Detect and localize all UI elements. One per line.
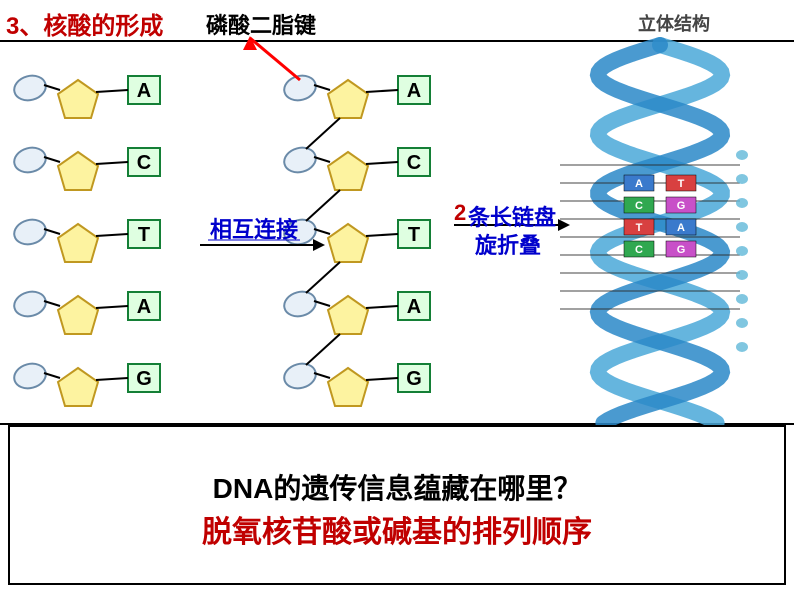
phosphate-icon xyxy=(11,72,48,103)
base-label: A xyxy=(407,80,421,102)
bond-arrow xyxy=(250,38,300,80)
sugar-icon xyxy=(328,152,368,190)
base-label: A xyxy=(407,296,421,318)
phosphate-icon xyxy=(11,144,48,175)
diagram-svg: ACTAGACTAGATCGTACG xyxy=(0,0,794,430)
phosphate-icon xyxy=(281,360,318,391)
double-helix: ATCGTACG xyxy=(560,45,748,423)
svg-text:G: G xyxy=(677,200,686,212)
base-label: T xyxy=(138,224,150,246)
sugar-icon xyxy=(58,224,98,262)
sugar-icon xyxy=(58,296,98,334)
svg-text:G: G xyxy=(677,244,686,256)
chain-label-line2: 旋折叠 xyxy=(475,228,541,260)
sugar-icon xyxy=(58,368,98,406)
base-label: C xyxy=(137,152,151,174)
connect-label: 相互连接 xyxy=(210,212,298,244)
sugar-icon xyxy=(328,224,368,262)
phosphate-icon xyxy=(281,288,318,319)
base-label: C xyxy=(407,152,421,174)
phosphate-icon xyxy=(11,288,48,319)
question-line2: 脱氧核苷酸或碱基的排列顺序 xyxy=(10,507,784,551)
question-box: DNA的遗传信息蕴藏在哪里？ 脱氧核苷酸或碱基的排列顺序 xyxy=(8,425,786,585)
base-label: G xyxy=(406,368,422,390)
question-line1: DNA的遗传信息蕴藏在哪里？ xyxy=(10,467,784,507)
sugar-icon xyxy=(58,80,98,118)
base-label: T xyxy=(408,224,420,246)
base-label: A xyxy=(137,80,151,102)
svg-text:C: C xyxy=(635,244,643,256)
sugar-icon xyxy=(328,80,368,118)
svg-text:T: T xyxy=(636,222,643,234)
svg-text:A: A xyxy=(677,222,685,234)
phosphate-icon xyxy=(281,72,318,103)
chain-label-2: 2 xyxy=(454,200,466,226)
sugar-icon xyxy=(328,368,368,406)
sugar-icon xyxy=(58,152,98,190)
svg-text:T: T xyxy=(678,178,685,190)
svg-text:C: C xyxy=(635,200,643,212)
sugar-icon xyxy=(328,296,368,334)
phosphate-icon xyxy=(11,360,48,391)
phosphate-icon xyxy=(281,144,318,175)
svg-text:A: A xyxy=(635,178,643,190)
phosphate-icon xyxy=(11,216,48,247)
base-label: A xyxy=(137,296,151,318)
base-label: G xyxy=(136,368,152,390)
